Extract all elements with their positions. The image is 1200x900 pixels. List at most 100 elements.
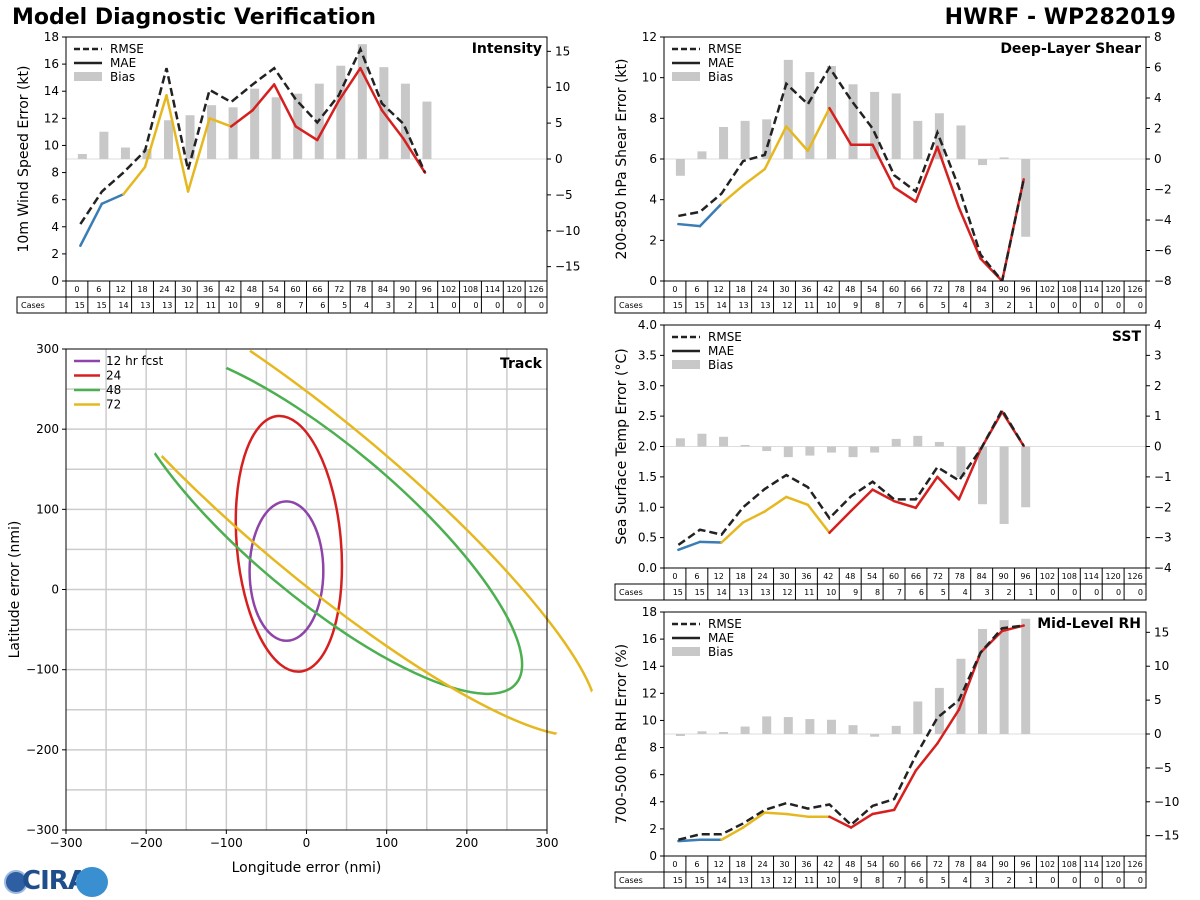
track-xtick-label: 0	[303, 836, 311, 850]
sst-ytick-label: 2.0	[638, 440, 657, 454]
sst-ytick-label: 2.5	[638, 409, 657, 423]
shear-bias-bar	[783, 59, 793, 159]
shear-count-cell: 0	[1072, 301, 1077, 310]
shear-mae-segment	[785, 125, 810, 153]
rh-hour-cell: 126	[1127, 860, 1142, 869]
globe-icon	[4, 870, 28, 894]
rh-bias-bar	[870, 734, 880, 737]
shear-mae-segment	[806, 106, 831, 153]
intensity-count-cell: 0	[495, 301, 500, 310]
intensity-hour-cell: 90	[400, 285, 410, 294]
sst-bias-bar	[934, 441, 944, 447]
intensity-ytick-label: 0	[51, 274, 59, 288]
sst-ytick-label: 1.0	[638, 500, 657, 514]
shear-legend-bias-key	[672, 72, 700, 81]
intensity-hour-cell: 36	[203, 285, 213, 294]
rh-hour-cell: 120	[1105, 860, 1120, 869]
shear-ytick-label: 2	[649, 233, 657, 247]
rh-hour-cell: 48	[845, 860, 855, 869]
intensity-hour-cell: 108	[463, 285, 478, 294]
intensity-count-cell: 8	[277, 301, 282, 310]
shear-hour-cell: 120	[1105, 285, 1120, 294]
shear-legend-mae: MAE	[708, 56, 734, 70]
rh-hour-cell: 72	[933, 860, 943, 869]
shear-mae-segment	[979, 257, 1004, 283]
intensity-count-cell: 0	[451, 301, 456, 310]
sst-mae-segment	[785, 495, 810, 507]
rh-ytick-label: 8	[649, 741, 657, 755]
rh-count-cell: 13	[760, 876, 770, 885]
shear-hour-cell: 84	[977, 285, 987, 294]
rh-bias-bar	[978, 628, 988, 734]
rh-ytick-label: 16	[642, 632, 657, 646]
intensity-count-cell: 1	[430, 301, 435, 310]
shear-hour-cell: 72	[933, 285, 943, 294]
track-legend-label-1: 24	[106, 369, 121, 383]
intensity-ytick-label: 18	[44, 30, 59, 44]
rh-mae-segment	[871, 808, 896, 816]
sst-hour-cell: 102	[1040, 572, 1055, 581]
shear-count-cell: 0	[1050, 301, 1055, 310]
sst-cases-row	[614, 583, 1147, 601]
intensity-mae-segment	[316, 99, 341, 142]
rh-count-cell: 4	[963, 876, 968, 885]
sst-bias-bar	[783, 446, 793, 458]
rh-hour-cell: 78	[955, 860, 965, 869]
shear-rmse-line	[678, 65, 1025, 284]
intensity-y2tick-label: 5	[555, 116, 563, 130]
track-ytick-label: 100	[36, 502, 59, 516]
rh-count-cell: 3	[985, 876, 990, 885]
sst-rmse-line	[677, 407, 1025, 546]
shear-count-cell: 11	[804, 301, 814, 310]
shear-legend-bias: Bias	[708, 70, 733, 84]
rh-legend-bias: Bias	[708, 645, 733, 659]
shear-count-cell: 13	[738, 301, 748, 310]
rh-mae-segment	[785, 812, 810, 818]
intensity-hour-cell: 6	[96, 285, 101, 294]
sst-y2tick-label: 3	[1154, 348, 1162, 362]
sst-hour-cell: 126	[1127, 572, 1142, 581]
shear-ytick-label: 4	[649, 193, 657, 207]
rh-mae-segment	[892, 769, 918, 812]
rh-mae-segment	[979, 629, 1004, 654]
shear-ytick-label: 8	[649, 111, 657, 125]
rh-count-cell: 0	[1116, 876, 1121, 885]
sst-bias-bar	[826, 446, 836, 453]
intensity-bias-bar	[185, 115, 195, 159]
shear-bias-bar	[675, 159, 685, 176]
intensity-cases-row	[16, 296, 548, 314]
sst-mae-segment	[849, 488, 874, 513]
rh-y2tick-label: 15	[1154, 625, 1169, 639]
intensity-count-cell: 12	[184, 301, 194, 310]
sst-hour-cell: 108	[1062, 572, 1077, 581]
intensity-bias-bar	[120, 147, 130, 159]
sst-hour-cell: 78	[955, 572, 965, 581]
sst-y2tick-label: 0	[1154, 440, 1162, 454]
rh-panel-title: Mid-Level RH	[1037, 616, 1141, 632]
intensity-hour-cell: 0	[74, 285, 79, 294]
sst-y2tick-label: −4	[1154, 561, 1172, 575]
rh-hour-cell: 54	[867, 860, 877, 869]
shear-count-cell: 0	[1116, 301, 1121, 310]
sst-panel-title: SST	[1112, 329, 1142, 345]
shear-legend-rmse: RMSE	[708, 42, 742, 56]
sst-ytick-label: 0.5	[638, 531, 657, 545]
rh-legend-mae: MAE	[708, 631, 734, 645]
rh-hour-cell: 30	[779, 860, 789, 869]
intensity-bias-bar	[207, 105, 217, 159]
shear-bias-bar	[999, 157, 1009, 159]
intensity-ytick-label: 14	[44, 84, 59, 98]
rh-legend-bias-key	[672, 647, 700, 656]
intensity-count-cell: 2	[408, 301, 413, 310]
sst-mae-segment	[957, 448, 982, 501]
rh-mae-segment	[849, 812, 874, 829]
intensity-mae-segment	[337, 66, 362, 102]
sst-bias-bar	[762, 446, 772, 452]
track-xtick-label: −100	[210, 836, 243, 850]
shear-hour-cell: 54	[867, 285, 877, 294]
sst-bias-bar	[740, 444, 750, 447]
shear-mae-segment	[720, 184, 745, 205]
sst-mae-segment	[741, 510, 766, 524]
rh-y2tick-label: −10	[1154, 795, 1179, 809]
